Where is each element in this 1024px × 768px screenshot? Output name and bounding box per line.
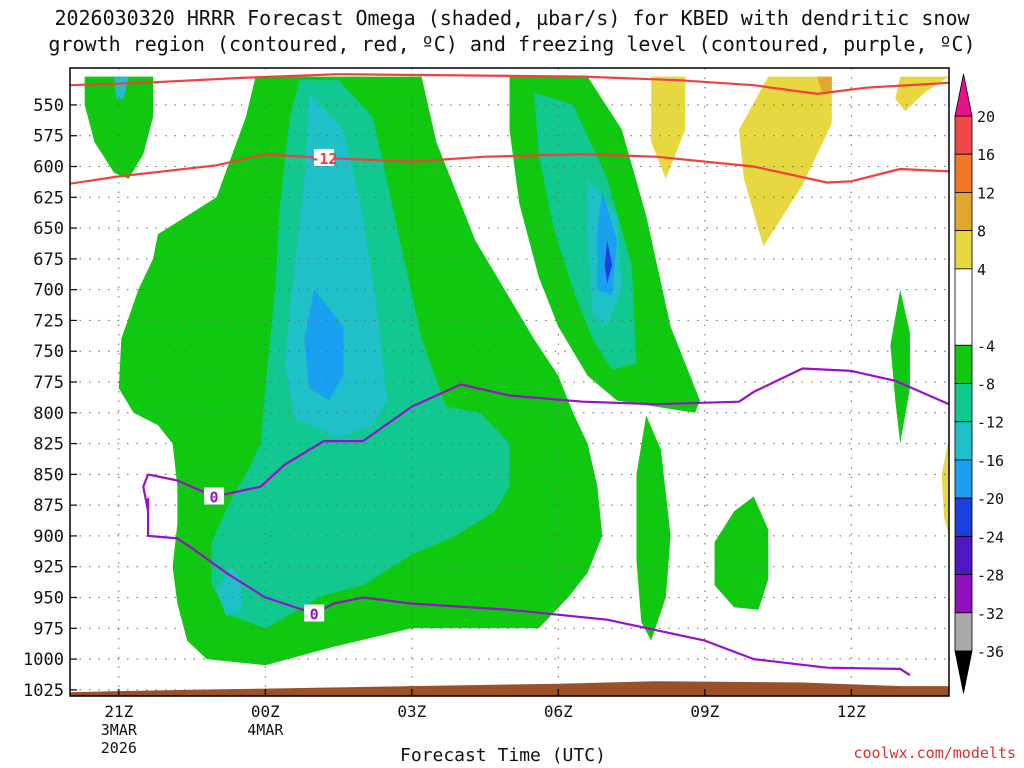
omega-region-0 xyxy=(84,76,153,179)
omega-region-14 xyxy=(890,289,910,444)
y-tick-label-650: 650 xyxy=(33,219,64,239)
y-tick-label-825: 825 xyxy=(33,435,64,455)
x-tick-label-12Z: 12Z xyxy=(837,702,866,721)
colorbar-band--36 xyxy=(954,612,973,652)
y-tick-label-625: 625 xyxy=(33,188,64,208)
colorbar-band--8 xyxy=(954,344,973,384)
y-tick-label-600: 600 xyxy=(33,158,64,178)
colorbar-label--24: -24 xyxy=(977,528,1004,546)
omega-region-17 xyxy=(817,76,832,93)
colorbar-band--28 xyxy=(954,535,973,575)
colorbar-label-16: 16 xyxy=(977,146,995,164)
x-tick-sublabel-1-0: 4MAR xyxy=(247,721,284,739)
y-tick-label-675: 675 xyxy=(33,250,64,270)
omega-region-12 xyxy=(636,415,671,641)
colorbar-band--24 xyxy=(954,497,973,537)
y-tick-label-900: 900 xyxy=(33,527,64,547)
omega-region-19 xyxy=(941,437,949,536)
omega-region-1 xyxy=(114,76,129,99)
y-tick-label-725: 725 xyxy=(33,311,64,331)
colorbar-label-8: 8 xyxy=(977,223,986,241)
dgz-red-contour-label-bg-1 xyxy=(313,148,334,166)
freezing-purple-contour-label-bg-0 xyxy=(204,487,225,505)
colorbar-label-12: 12 xyxy=(977,184,995,202)
colorbar-band--12 xyxy=(954,383,973,423)
x-tick-sublabel-0-1: 2026 xyxy=(101,739,137,757)
y-tick-label-1000: 1000 xyxy=(23,650,64,670)
omega-region-16 xyxy=(739,76,832,247)
y-tick-label-750: 750 xyxy=(33,342,64,362)
colorbar-band--16 xyxy=(954,421,973,461)
colorbar-min-arrow xyxy=(954,650,973,694)
dgz-red-contour-1 xyxy=(70,153,949,185)
y-tick-label-775: 775 xyxy=(33,373,64,393)
credit-text: coolwx.com/modelts xyxy=(853,744,1016,762)
colorbar-label--16: -16 xyxy=(977,452,1004,470)
chart-title-line1: 2026030320 HRRR Forecast Omega (shaded, … xyxy=(54,6,970,30)
colorbar-band--32 xyxy=(954,574,973,614)
omega-region-15 xyxy=(651,76,686,179)
colorbar-label-20: 20 xyxy=(977,108,995,126)
omega-region-5 xyxy=(304,289,344,401)
x-tick-label-21Z: 21Z xyxy=(104,702,133,721)
y-tick-label-950: 950 xyxy=(33,588,64,608)
dgz-red-contour-label-1: -12 xyxy=(310,150,337,168)
colorbar-band-16 xyxy=(954,115,973,155)
freezing-purple-contour-label-bg-1 xyxy=(304,604,325,622)
colorbar-band-4 xyxy=(954,230,973,270)
x-tick-label-03Z: 03Z xyxy=(397,702,426,721)
colorbar-label--32: -32 xyxy=(977,605,1004,623)
x-tick-label-09Z: 09Z xyxy=(690,702,719,721)
colorbar-max-arrow xyxy=(954,73,973,117)
colorbar-label--4: -4 xyxy=(977,337,995,355)
colorbar-label--36: -36 xyxy=(977,643,1004,661)
x-axis-label: Forecast Time (UTC) xyxy=(400,745,606,766)
colorbar-band--20 xyxy=(954,459,973,499)
y-tick-label-850: 850 xyxy=(33,465,64,485)
freezing-purple-contour-label-1: 0 xyxy=(310,605,319,623)
y-tick-label-975: 975 xyxy=(33,619,64,639)
omega-region-13 xyxy=(714,496,769,610)
colorbar-band--4 xyxy=(954,268,973,346)
x-tick-label-06Z: 06Z xyxy=(544,702,573,721)
colorbar-label--20: -20 xyxy=(977,490,1004,508)
chart-title-line2: growth region (contoured, red, ºC) and f… xyxy=(48,32,976,56)
colorbar-label-4: 4 xyxy=(977,261,986,279)
y-tick-label-875: 875 xyxy=(33,496,64,516)
y-tick-label-700: 700 xyxy=(33,281,64,301)
y-tick-label-575: 575 xyxy=(33,127,64,147)
dgz-red-contour-0 xyxy=(70,73,949,95)
freezing-purple-contour-label-0: 0 xyxy=(210,489,219,507)
colorbar-label--8: -8 xyxy=(977,376,995,394)
terrain-surface xyxy=(70,681,949,696)
colorbar-band-8 xyxy=(954,192,973,232)
x-tick-label-00Z: 00Z xyxy=(251,702,280,721)
freezing-purple-contour-0 xyxy=(147,367,949,498)
colorbar-label--28: -28 xyxy=(977,567,1004,585)
y-tick-label-1025: 1025 xyxy=(23,681,64,701)
omega-region-11 xyxy=(604,240,613,284)
colorbar-band-12 xyxy=(954,153,973,193)
y-tick-label-925: 925 xyxy=(33,558,64,578)
y-tick-label-550: 550 xyxy=(33,96,64,116)
colorbar-label--12: -12 xyxy=(977,414,1004,432)
y-tick-label-800: 800 xyxy=(33,404,64,424)
x-tick-sublabel-0-0: 3MAR xyxy=(101,721,138,739)
